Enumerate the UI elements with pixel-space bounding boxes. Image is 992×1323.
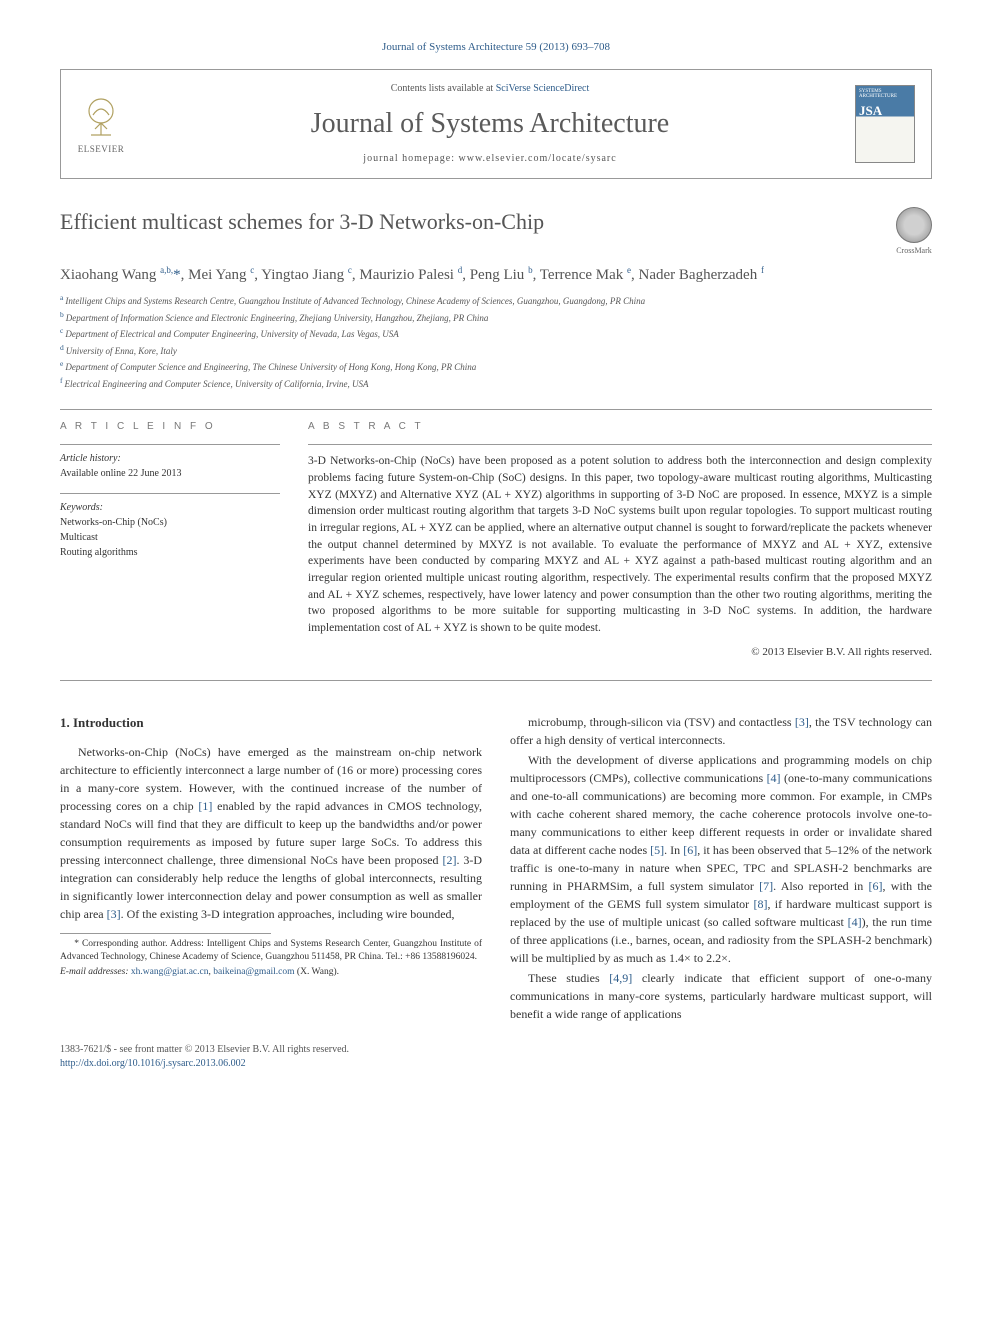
crossmark-icon [896, 207, 932, 243]
crossmark-label: CrossMark [896, 245, 932, 256]
running-header: Journal of Systems Architecture 59 (2013… [60, 40, 932, 55]
article-info-head: A R T I C L E I N F O [60, 420, 280, 434]
title-row: Efficient multicast schemes for 3-D Netw… [60, 207, 932, 256]
journal-homepage-line: journal homepage: www.elsevier.com/locat… [141, 152, 839, 166]
footnote-separator [60, 933, 271, 934]
affiliations: aIntelligent Chips and Systems Research … [60, 292, 932, 391]
authors-line: Xiaohang Wang a,b,*, Mei Yang c, Yingtao… [60, 264, 932, 287]
header-center: Contents lists available at SciVerse Sci… [141, 82, 839, 165]
history-block: Article history: Available online 22 Jun… [60, 444, 280, 481]
journal-header-box: ELSEVIER Contents lists available at Sci… [60, 69, 932, 178]
contents-prefix: Contents lists available at [391, 83, 496, 94]
paper-title: Efficient multicast schemes for 3-D Netw… [60, 207, 544, 238]
intro-p1: Networks-on-Chip (NoCs) have emerged as … [60, 743, 482, 923]
email-line: E-mail addresses: xh.wang@giat.ac.cn, ba… [60, 966, 482, 979]
article-info-col: A R T I C L E I N F O Article history: A… [60, 420, 280, 660]
footer-left: 1383-7621/$ - see front matter © 2013 El… [60, 1043, 349, 1071]
doi-link[interactable]: http://dx.doi.org/10.1016/j.sysarc.2013.… [60, 1058, 246, 1069]
history-value: Available online 22 June 2013 [60, 466, 280, 481]
abstract-col: A B S T R A C T 3-D Networks-on-Chip (No… [308, 420, 932, 660]
abstract-head: A B S T R A C T [308, 420, 932, 434]
keyword: Multicast [60, 530, 280, 545]
rule [60, 680, 932, 681]
cover-acronym: JSA [859, 102, 911, 120]
footnotes: * Corresponding author. Address: Intelli… [60, 938, 482, 980]
body-two-columns: 1. Introduction Networks-on-Chip (NoCs) … [60, 713, 932, 1025]
keyword: Routing algorithms [60, 545, 280, 560]
affiliation-line: aIntelligent Chips and Systems Research … [60, 292, 932, 309]
abstract-copyright: © 2013 Elsevier B.V. All rights reserved… [308, 645, 932, 660]
cover-top-text: SYSTEMS ARCHITECTURE [859, 89, 911, 100]
info-abstract-row: A R T I C L E I N F O Article history: A… [60, 420, 932, 660]
abstract-text: 3-D Networks-on-Chip (NoCs) have been pr… [308, 444, 932, 636]
rule [60, 409, 932, 410]
issn-line: 1383-7621/$ - see front matter © 2013 El… [60, 1043, 349, 1057]
contents-line: Contents lists available at SciVerse Sci… [141, 82, 839, 96]
elsevier-label: ELSEVIER [78, 143, 125, 156]
affiliation-line: eDepartment of Computer Science and Engi… [60, 358, 932, 375]
affiliation-line: fElectrical Engineering and Computer Sci… [60, 375, 932, 392]
author-email-1[interactable]: xh.wang@giat.ac.cn [131, 967, 209, 977]
elsevier-logo: ELSEVIER [77, 93, 125, 156]
history-label: Article history: [60, 451, 280, 466]
keywords-list: Networks-on-Chip (NoCs)MulticastRouting … [60, 515, 280, 560]
affiliation-line: bDepartment of Information Science and E… [60, 309, 932, 326]
corr-author-note: * Corresponding author. Address: Intelli… [60, 938, 482, 965]
email-label: E-mail addresses: [60, 967, 131, 977]
keywords-block: Keywords: Networks-on-Chip (NoCs)Multica… [60, 493, 280, 560]
journal-cover-thumb: SYSTEMS ARCHITECTURE JSA [855, 85, 915, 163]
author-email-2[interactable]: baikeina@gmail.com [213, 967, 294, 977]
homepage-prefix: journal homepage: [363, 153, 458, 164]
intro-p4: These studies [4,9] clearly indicate tha… [510, 969, 932, 1023]
email-suffix: (X. Wang). [295, 967, 339, 977]
sciencedirect-link[interactable]: SciVerse ScienceDirect [496, 83, 590, 94]
keyword: Networks-on-Chip (NoCs) [60, 515, 280, 530]
crossmark-button[interactable]: CrossMark [896, 207, 932, 256]
elsevier-tree-icon [77, 93, 125, 141]
affiliation-line: cDepartment of Electrical and Computer E… [60, 325, 932, 342]
homepage-url: www.elsevier.com/locate/sysarc [459, 153, 617, 164]
journal-name: Journal of Systems Architecture [141, 104, 839, 143]
intro-p2: microbump, through-silicon via (TSV) and… [510, 713, 932, 749]
intro-heading: 1. Introduction [60, 713, 482, 733]
intro-p3: With the development of diverse applicat… [510, 751, 932, 967]
keywords-label: Keywords: [60, 500, 280, 515]
affiliation-line: dUniversity of Enna, Kore, Italy [60, 342, 932, 359]
page-footer: 1383-7621/$ - see front matter © 2013 El… [60, 1043, 932, 1071]
